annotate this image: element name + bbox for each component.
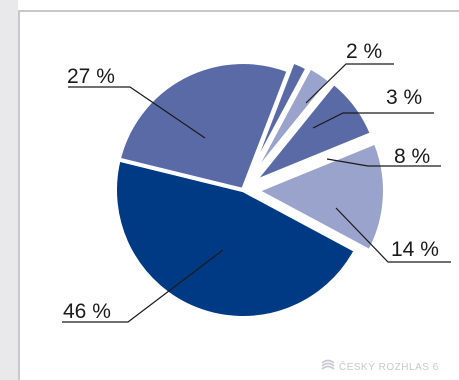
slice-label-2: 2 %: [346, 40, 382, 63]
slice-label-14: 14 %: [391, 238, 439, 261]
slice-label-27: 27 %: [67, 65, 115, 88]
pie-slice-46: [113, 157, 358, 320]
pie-slices: [113, 59, 387, 320]
watermark: ČESKÝ ROZHLAS 6: [321, 359, 439, 373]
leader-line-14: [335, 207, 451, 263]
watermark-text: ČESKÝ ROZHLAS 6: [339, 360, 439, 373]
leader-line-8: [326, 158, 441, 167]
slice-labels: 2 %3 % 8 % 14 % 46 % 27 %: [63, 40, 439, 323]
slice-label-8: 8 %: [394, 145, 430, 168]
leader-line-2: [305, 63, 394, 104]
rozhlas-logo-icon: [321, 359, 335, 370]
slice-label-46: 46 %: [63, 300, 111, 323]
leader-line-46: [62, 249, 224, 323]
pie-slice-8: [251, 80, 374, 185]
slice-label-3: 3 %: [386, 86, 422, 109]
leader-line-27: [68, 86, 206, 139]
pie-slice-3: [247, 65, 333, 183]
left-sidebar-strip: [0, 0, 18, 380]
leader-line-3: [312, 112, 434, 129]
pie-slice-27: [116, 60, 291, 192]
leader-lines: [62, 63, 451, 323]
